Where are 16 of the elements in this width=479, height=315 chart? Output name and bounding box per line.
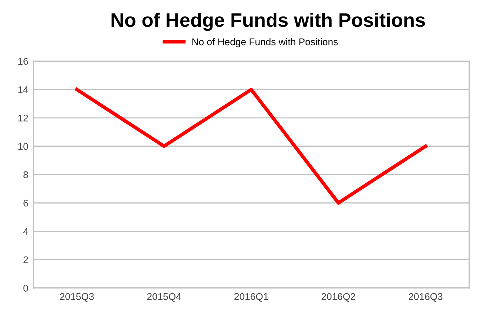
x-tick-label: 2015Q3 xyxy=(60,293,94,302)
y-tick-label: 14 xyxy=(18,86,28,94)
x-tick-label: 2016Q1 xyxy=(234,293,268,302)
y-tick-label: 2 xyxy=(24,256,28,264)
y-tick-label: 0 xyxy=(24,284,28,292)
x-tick-label: 2015Q4 xyxy=(147,293,182,302)
y-tick-label: 10 xyxy=(18,143,28,150)
chart-title: No of Hedge Funds with Positions xyxy=(112,12,426,32)
x-tick-label: 2016Q3 xyxy=(409,293,443,302)
y-tick-label: 12 xyxy=(18,114,28,122)
y-tick-label: 16 xyxy=(18,58,28,66)
legend-label: No of Hedge Funds with Positions xyxy=(192,38,338,48)
y-tick-label: 6 xyxy=(24,200,28,207)
y-tick-label: 8 xyxy=(24,172,28,178)
y-tick-label: 4 xyxy=(23,228,28,236)
x-tick-label: 2016Q2 xyxy=(322,293,356,302)
